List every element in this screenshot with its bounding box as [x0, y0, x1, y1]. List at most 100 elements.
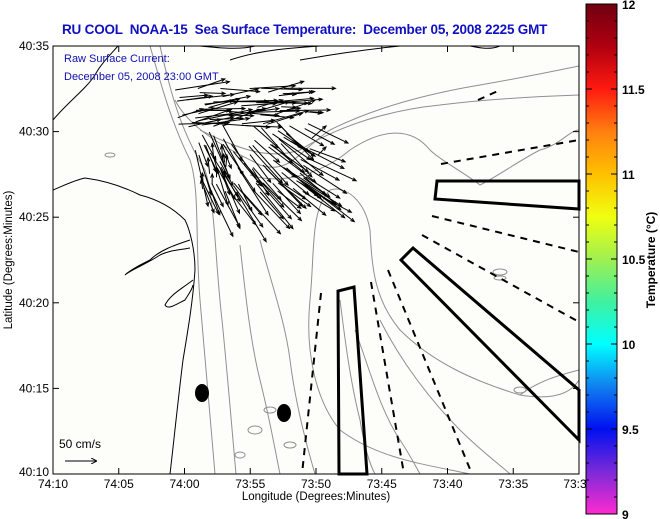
current-vector: [309, 148, 346, 163]
current-vector: [223, 154, 226, 163]
current-vector-head: [236, 197, 241, 203]
current-vector-head: [228, 164, 232, 170]
current-vector-head: [220, 78, 227, 83]
current-vector: [237, 167, 269, 216]
current-vector: [303, 165, 347, 194]
current-vector-head: [330, 140, 336, 145]
current-vector: [317, 146, 327, 156]
current-vector: [211, 143, 215, 159]
current-vector-head: [205, 202, 210, 208]
current-vector-head: [208, 190, 213, 196]
current-vector: [272, 133, 311, 161]
current-vector: [305, 111, 322, 114]
current-vector-head: [289, 224, 294, 230]
current-vector: [282, 93, 296, 95]
current-vector-head: [274, 106, 281, 111]
current-vector-head: [334, 176, 341, 181]
x-tick-label: 73:3: [563, 477, 587, 491]
current-vector-head: [200, 171, 205, 177]
current-vector: [276, 97, 314, 103]
current-vector: [222, 124, 243, 161]
current-vector-head: [319, 142, 325, 147]
overlay-line1: Raw Surface Current:: [64, 53, 170, 65]
current-vector-head: [288, 159, 294, 165]
coastline: [52, 45, 501, 475]
current-vector: [245, 101, 290, 116]
current-vector: [269, 144, 309, 173]
current-vector-head: [342, 189, 348, 194]
current-vector: [228, 110, 279, 117]
current-vector: [272, 182, 301, 214]
current-vector-head: [339, 165, 345, 170]
current-vector: [207, 157, 211, 174]
current-vector: [253, 125, 279, 149]
current-vector: [226, 114, 254, 117]
current-vector-head: [225, 80, 231, 85]
current-vector: [219, 161, 234, 186]
current-vector-head: [299, 80, 305, 85]
current-vector: [306, 157, 357, 182]
current-vector-head: [310, 89, 316, 94]
current-vector: [200, 179, 204, 190]
current-vector: [267, 112, 303, 125]
current-vector-head: [276, 229, 282, 235]
current-vector: [221, 145, 224, 161]
current-vector: [268, 146, 317, 183]
current-vector: [278, 138, 324, 176]
current-vector-head: [291, 92, 298, 97]
y-axis: 40:35 40:30 40:25 40:20 40:15 40:10: [19, 39, 579, 479]
current-vector-head: [309, 155, 315, 161]
current-vector: [277, 190, 302, 209]
current-vector: [277, 130, 310, 152]
current-vector-head: [296, 204, 302, 210]
current-vector-head: [326, 107, 332, 113]
colorbar-tick-label: 12: [622, 0, 636, 12]
current-vector: [305, 176, 340, 199]
current-vector: [179, 94, 208, 99]
current-vector: [309, 111, 324, 114]
current-vector: [233, 185, 264, 228]
current-vector-head: [257, 181, 263, 187]
current-vector: [231, 99, 278, 103]
current-vector: [307, 123, 349, 144]
current-vector-head: [331, 200, 337, 206]
y-axis-title: Latitude (Degrees:Minutes): [3, 190, 15, 329]
current-vector-head: [266, 178, 272, 184]
colorbar-tick-label: 9: [622, 508, 629, 519]
current-vector: [237, 183, 253, 212]
current-vector: [182, 107, 215, 116]
current-vector: [236, 191, 267, 242]
current-vector-head: [255, 89, 261, 94]
colorbar-tick-label: 11.5: [622, 83, 645, 97]
current-vector: [198, 142, 209, 167]
current-vector-head: [298, 87, 304, 92]
current-vector: [268, 80, 304, 93]
current-vector-head: [234, 192, 239, 198]
current-vector: [222, 88, 259, 98]
current-vector: [211, 183, 224, 207]
overlay-line2: December 05, 2008 23:00 GMT: [64, 71, 219, 83]
current-vector: [231, 144, 260, 184]
current-vector: [292, 187, 326, 216]
x-tick-label: 73:40: [432, 477, 462, 491]
current-vector-head: [219, 144, 224, 150]
current-vector: [208, 98, 240, 109]
current-vector-head: [352, 177, 358, 182]
current-vector-head: [285, 224, 291, 230]
current-vector-head: [238, 116, 245, 121]
current-vector: [210, 191, 234, 237]
current-vector-head: [210, 172, 215, 178]
y-tick-label: 40:20: [19, 296, 49, 310]
current-vector-head: [203, 93, 210, 98]
current-vector-head: [287, 214, 293, 220]
y-tick-label: 40:35: [19, 39, 49, 53]
current-vector-head: [247, 108, 254, 113]
current-vector: [198, 154, 212, 195]
scale-label: 50 cm/s: [59, 437, 101, 451]
current-vector-head: [221, 91, 227, 96]
current-vector-head: [292, 105, 298, 110]
current-vector-head: [274, 113, 280, 118]
current-vector: [260, 127, 293, 164]
current-vector-head: [236, 209, 240, 215]
current-vector-head: [350, 217, 356, 223]
